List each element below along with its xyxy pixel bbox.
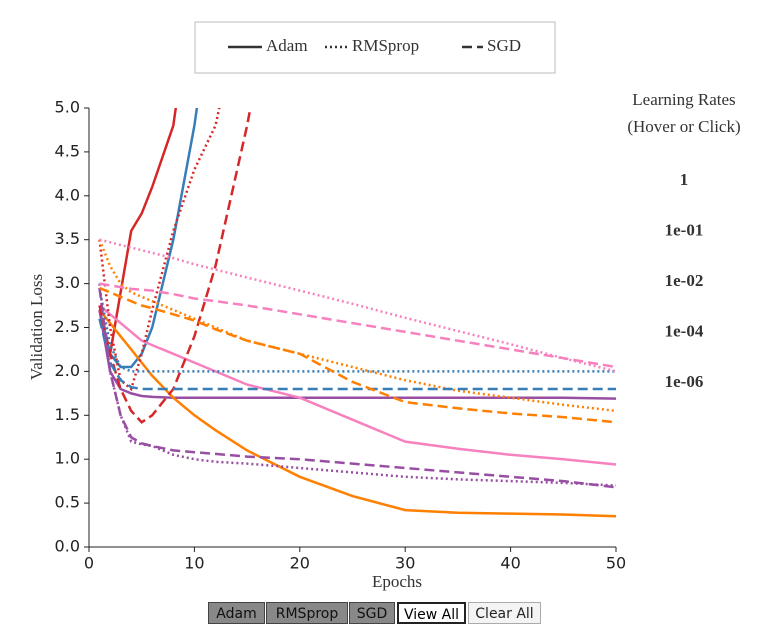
y-tick-label: 2.5 (55, 317, 80, 336)
legend-label: Adam (266, 36, 308, 55)
y-tick-label: 4.0 (55, 185, 80, 204)
series-line (99, 282, 616, 369)
legend-subtitle: (Hover or Click) (627, 117, 740, 136)
series-line (98, 108, 221, 392)
x-axis-title: Epochs (372, 572, 422, 591)
y-tick-label: 2.0 (55, 361, 80, 380)
button[interactable]: View All (397, 602, 466, 624)
series-line (98, 309, 616, 518)
y-tick-label: 1.5 (55, 405, 80, 424)
series-line (98, 108, 252, 424)
lr-legend-item[interactable]: 1e-02 (665, 271, 704, 290)
series-line (98, 304, 616, 466)
y-tick-label: 0.0 (55, 537, 80, 556)
lr-legend-item[interactable]: 1e-04 (665, 321, 704, 340)
y-tick-label: 0.5 (55, 493, 80, 512)
series-line (98, 318, 616, 391)
y-tick-label: 3.0 (55, 273, 80, 292)
lr-legend-item[interactable]: 1e-06 (665, 372, 704, 391)
series-line (98, 287, 616, 373)
button[interactable]: Clear All (468, 602, 541, 624)
x-tick-label: 50 (606, 554, 626, 573)
button[interactable]: SGD (349, 602, 395, 624)
lr-legend-item[interactable]: 1 (680, 170, 689, 189)
x-tick-label: 20 (290, 554, 310, 573)
x-tick-label: 40 (500, 554, 520, 573)
y-tick-label: 4.5 (55, 141, 80, 160)
series-line (98, 287, 616, 489)
legend-label: RMSprop (352, 36, 419, 55)
legend-title: Learning Rates (632, 90, 735, 109)
button[interactable]: Adam (208, 602, 265, 624)
x-tick-label: 10 (184, 554, 204, 573)
x-tick-label: 30 (395, 554, 415, 573)
series-line (98, 309, 616, 400)
series-line (98, 108, 199, 369)
series-line (99, 286, 616, 424)
y-tick-label: 1.0 (55, 449, 80, 468)
plot-area (98, 108, 616, 518)
legend-label: SGD (487, 36, 521, 55)
series-line (99, 238, 616, 373)
lr-legend-item[interactable]: 1e-01 (665, 220, 704, 239)
y-tick-label: 3.5 (55, 229, 80, 248)
x-tick-label: 0 (84, 554, 94, 573)
series-line (98, 108, 178, 355)
button[interactable]: RMSprop (266, 602, 348, 624)
y-axis-title: Validation Loss (27, 274, 46, 380)
y-tick-label: 5.0 (55, 98, 80, 117)
